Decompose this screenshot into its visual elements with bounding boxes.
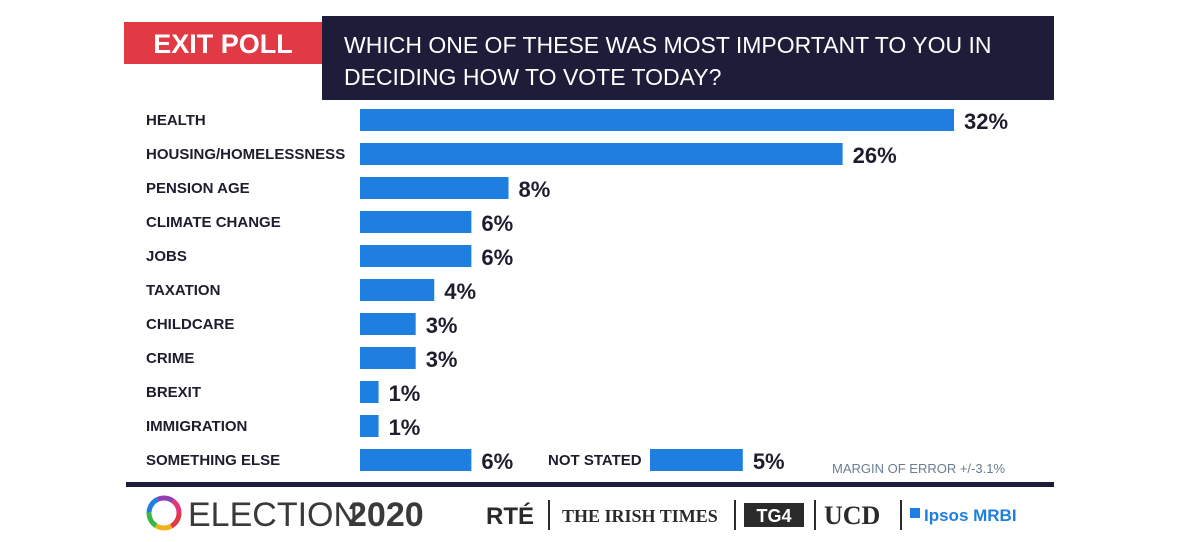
- category-label: SOMETHING ELSE: [146, 452, 280, 469]
- value-label: 3%: [426, 347, 458, 372]
- bars-layer: HEALTH 32% HOUSING/HOMELESSNESS 26% PENSION …: [146, 109, 1008, 474]
- question-banner: [322, 16, 1054, 100]
- value-label: 3%: [426, 313, 458, 338]
- partner-divider: [734, 500, 736, 530]
- chart-svg: EXIT POLL WHICH ONE OF THESE WAS MOST IM…: [124, 16, 1054, 534]
- bar: [360, 415, 379, 437]
- partner-tg4-box: [744, 503, 804, 527]
- bar: [360, 449, 472, 471]
- bar: [360, 347, 416, 369]
- value-label: 32%: [964, 109, 1008, 134]
- value-label: 26%: [853, 143, 897, 168]
- election-ring-logo: [146, 495, 182, 531]
- partner-divider: [900, 500, 902, 530]
- category-label: CHILDCARE: [146, 316, 234, 333]
- partner-irish-times: THE IRISH TIMES: [562, 506, 718, 526]
- value-label: 8%: [519, 177, 551, 202]
- brand-year: 2020: [348, 496, 424, 534]
- category-label: BREXIT: [146, 384, 201, 401]
- partner-rte: RTÉ: [486, 502, 534, 530]
- brand-word: ELECTION: [188, 496, 358, 534]
- bar: [360, 279, 435, 301]
- category-label: HOUSING/HOMELESSNESS: [146, 146, 345, 163]
- category-label: JOBS: [146, 248, 187, 265]
- exit-poll-tag-label: EXIT POLL: [153, 29, 293, 59]
- value-label: 6%: [481, 245, 513, 270]
- exit-poll-tag: [124, 22, 322, 64]
- value-label: 6%: [481, 211, 513, 236]
- bar: [360, 211, 472, 233]
- partner-tg4: TG4: [756, 506, 791, 526]
- bar: [360, 177, 509, 199]
- exit-poll-graphic: EXIT POLL WHICH ONE OF THESE WAS MOST IM…: [124, 16, 1054, 534]
- partner-divider: [548, 500, 550, 530]
- value-label: 5%: [753, 449, 785, 474]
- value-label: 1%: [389, 381, 421, 406]
- ipsos-mark-icon: [910, 508, 920, 518]
- category-label: NOT STATED: [548, 452, 642, 469]
- category-label: CRIME: [146, 350, 194, 367]
- bar: [360, 381, 379, 403]
- value-label: 6%: [481, 449, 513, 474]
- value-label: 4%: [444, 279, 476, 304]
- bar: [360, 109, 954, 131]
- category-label: IMMIGRATION: [146, 418, 247, 435]
- value-label: 1%: [389, 415, 421, 440]
- margin-of-error-note: MARGIN OF ERROR +/-3.1%: [832, 461, 1005, 476]
- bar: [650, 449, 743, 471]
- category-label: PENSION AGE: [146, 180, 250, 197]
- question-line-2: DECIDING HOW TO VOTE TODAY?: [344, 64, 721, 90]
- category-label: TAXATION: [146, 282, 220, 299]
- bar: [360, 313, 416, 335]
- question-line-1: WHICH ONE OF THESE WAS MOST IMPORTANT TO…: [344, 32, 991, 58]
- partner-ipsos: Ipsos MRBI: [924, 506, 1017, 525]
- category-label: CLIMATE CHANGE: [146, 214, 281, 231]
- footer-rule: [126, 482, 1054, 487]
- bar: [360, 143, 843, 165]
- partner-ucd: UCD: [824, 501, 880, 530]
- category-label: HEALTH: [146, 112, 206, 129]
- partner-divider: [814, 500, 816, 530]
- bar: [360, 245, 472, 267]
